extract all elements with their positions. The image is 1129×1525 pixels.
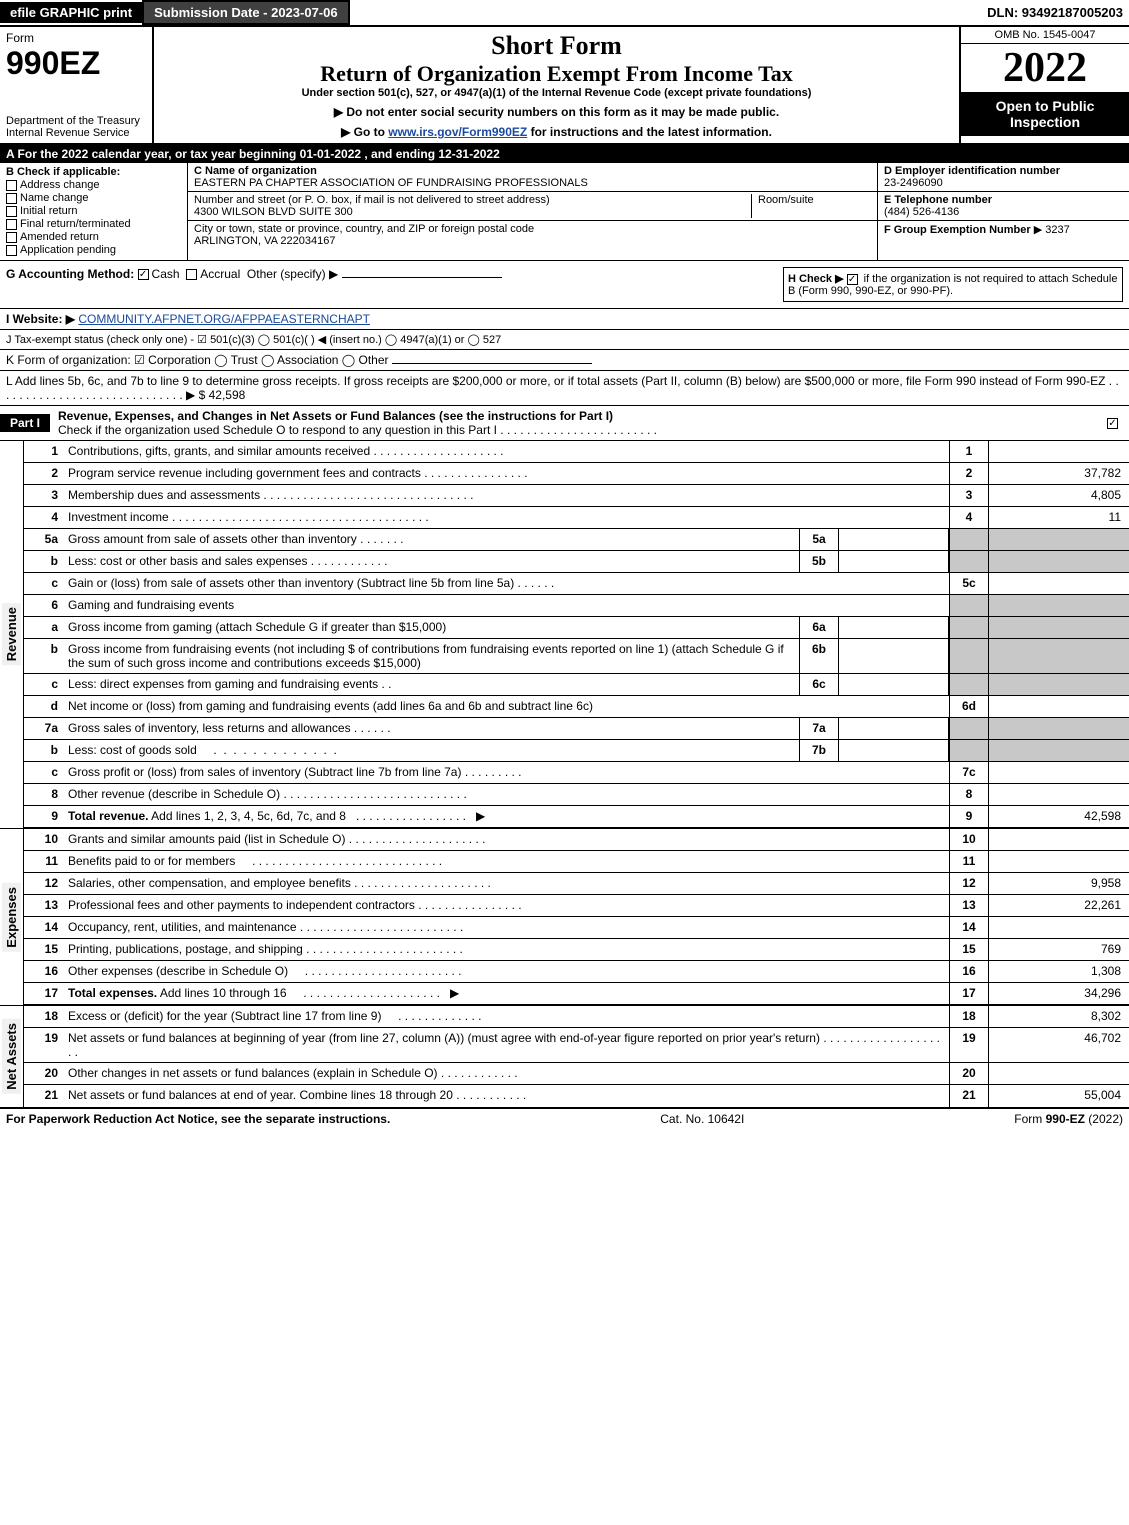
header-center: Short Form Return of Organization Exempt…	[154, 27, 959, 143]
short-form-title: Short Form	[162, 31, 951, 61]
inspection-badge: Open to Public Inspection	[961, 92, 1129, 136]
part-1-badge: Part I	[0, 414, 50, 432]
section-j-tax-status: J Tax-exempt status (check only one) - ☑…	[0, 330, 1129, 350]
form-number: 990EZ	[6, 45, 100, 81]
omb-number: OMB No. 1545-0047	[961, 27, 1129, 44]
org-name-label: C Name of organization	[194, 165, 317, 177]
ssn-warning: ▶ Do not enter social security numbers o…	[162, 105, 951, 119]
section-a-period: A For the 2022 calendar year, or tax yea…	[0, 145, 1129, 163]
row-g-h: G Accounting Method: Cash Accrual Other …	[0, 261, 1129, 309]
section-g-accounting: G Accounting Method: Cash Accrual Other …	[6, 267, 502, 302]
cb-final-return[interactable]: Final return/terminated	[6, 218, 181, 230]
part-1-title: Revenue, Expenses, and Changes in Net As…	[58, 409, 613, 423]
top-bar: efile GRAPHIC print Submission Date - 20…	[0, 0, 1129, 27]
section-b-label: B Check if applicable:	[6, 166, 120, 178]
efile-button[interactable]: efile GRAPHIC print	[0, 2, 142, 23]
cb-application-pending[interactable]: Application pending	[6, 244, 181, 256]
part-1-schedule-o-checkbox[interactable]	[1107, 418, 1118, 429]
net-assets-vertical-label: Net Assets	[2, 1019, 21, 1094]
website-link[interactable]: COMMUNITY.AFPNET.ORG/AFPPAEASTERNCHAPT	[78, 312, 370, 326]
expenses-section: Expenses 10Grants and similar amounts pa…	[0, 828, 1129, 1005]
street-label: Number and street (or P. O. box, if mail…	[194, 194, 550, 206]
org-name: EASTERN PA CHAPTER ASSOCIATION OF FUNDRA…	[194, 177, 588, 189]
street-value: 4300 WILSON BLVD SUITE 300	[194, 206, 353, 218]
room-label: Room/suite	[758, 194, 814, 206]
cb-initial-return[interactable]: Initial return	[6, 205, 181, 217]
group-exempt-label: F Group Exemption Number	[884, 224, 1031, 236]
ein-value: 23-2496090	[884, 177, 943, 189]
cb-address-change[interactable]: Address change	[6, 179, 181, 191]
page-footer: For Paperwork Reduction Act Notice, see …	[0, 1109, 1129, 1129]
group-exempt-value: ▶ 3237	[1034, 224, 1070, 236]
city-value: ARLINGTON, VA 222034167	[194, 235, 335, 247]
top-left: efile GRAPHIC print Submission Date - 20…	[0, 0, 350, 25]
part-1-header: Part I Revenue, Expenses, and Changes in…	[0, 406, 1129, 441]
expenses-vertical-label: Expenses	[2, 883, 21, 952]
city-label: City or town, state or province, country…	[194, 223, 534, 235]
dln-label: DLN: 93492187005203	[987, 5, 1129, 20]
tel-label: E Telephone number	[884, 194, 992, 206]
header-left: Form 990EZ Department of the Treasury In…	[0, 27, 154, 143]
form-label: Form	[6, 31, 34, 45]
revenue-section: Revenue 1Contributions, gifts, grants, a…	[0, 441, 1129, 828]
section-i-website: I Website: ▶ COMMUNITY.AFPNET.ORG/AFPPAE…	[0, 309, 1129, 330]
net-assets-section: Net Assets 18Excess or (deficit) for the…	[0, 1005, 1129, 1109]
section-h-schedule-b: H Check ▶ if the organization is not req…	[783, 267, 1123, 302]
section-b-checkboxes: B Check if applicable: Address change Na…	[0, 163, 188, 260]
department-label: Department of the Treasury Internal Reve…	[6, 115, 146, 139]
header-right: OMB No. 1545-0047 2022 Open to Public In…	[959, 27, 1129, 143]
footer-form-id: Form 990-EZ (2022)	[1014, 1112, 1123, 1126]
submission-date-button[interactable]: Submission Date - 2023-07-06	[142, 0, 350, 25]
form-header: Form 990EZ Department of the Treasury In…	[0, 27, 1129, 145]
footer-cat-no: Cat. No. 10642I	[660, 1112, 744, 1126]
tax-year: 2022	[961, 44, 1129, 92]
goto-instruction: ▶ Go to www.irs.gov/Form990EZ for instru…	[162, 125, 951, 139]
section-d-identifiers: D Employer identification number 23-2496…	[877, 163, 1129, 260]
irs-link[interactable]: www.irs.gov/Form990EZ	[388, 125, 527, 139]
part-1-subtitle: Check if the organization used Schedule …	[58, 423, 497, 437]
cb-name-change[interactable]: Name change	[6, 192, 181, 204]
section-k-form-org: K Form of organization: ☑ Corporation ◯ …	[0, 350, 1129, 371]
return-title: Return of Organization Exempt From Incom…	[162, 61, 951, 87]
revenue-vertical-label: Revenue	[2, 603, 21, 665]
footer-paperwork-note: For Paperwork Reduction Act Notice, see …	[6, 1112, 390, 1126]
section-c-org-info: C Name of organization EASTERN PA CHAPTE…	[188, 163, 877, 260]
section-l-gross-receipts: L Add lines 5b, 6c, and 7b to line 9 to …	[0, 371, 1129, 406]
under-section-note: Under section 501(c), 527, or 4947(a)(1)…	[162, 87, 951, 99]
ein-label: D Employer identification number	[884, 165, 1060, 177]
cb-amended-return[interactable]: Amended return	[6, 231, 181, 243]
info-grid: B Check if applicable: Address change Na…	[0, 163, 1129, 261]
tel-value: (484) 526-4136	[884, 206, 959, 218]
